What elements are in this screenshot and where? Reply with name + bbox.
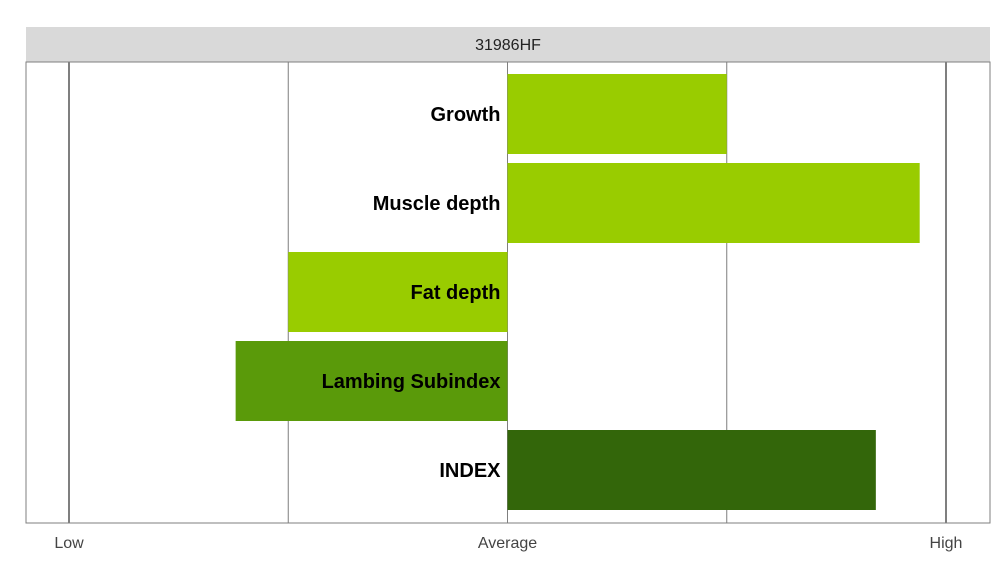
bar-labels: Growth Muscle depth Fat depth Lambing Subin…: [322, 104, 502, 482]
bar-label-muscle-depth: Muscle depth: [373, 193, 501, 215]
bar-label-index: INDEX: [439, 460, 501, 482]
bar-growth: [507, 74, 727, 154]
bar-fat-depth: [288, 252, 508, 332]
x-tick-average: Average: [478, 535, 537, 552]
x-tick-high: High: [930, 535, 963, 552]
x-tick-labels: Low Average High: [54, 535, 962, 552]
bar-index: [507, 430, 876, 510]
bar-label-growth: Growth: [431, 104, 501, 126]
x-tick-low: Low: [54, 535, 84, 552]
bar-label-fat-depth: Fat depth: [411, 282, 501, 304]
chart-title: 31986HF: [475, 37, 541, 54]
bar-lambing-subindex: [235, 341, 508, 421]
bars: [235, 74, 920, 510]
bar-label-lambing-subindex: Lambing Subindex: [322, 371, 501, 393]
bar-muscle-depth: [507, 163, 920, 243]
title-strip: [26, 27, 990, 62]
